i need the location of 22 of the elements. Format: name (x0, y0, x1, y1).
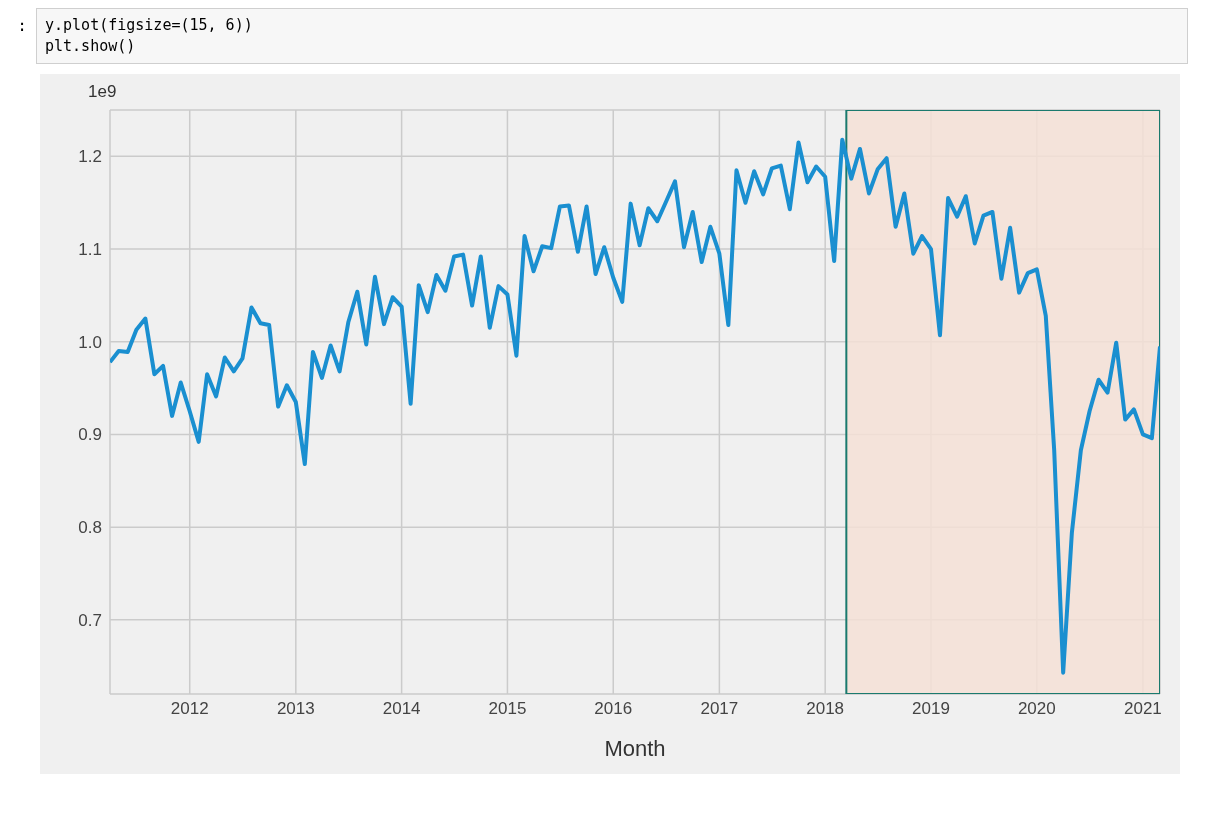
text: y.plot(figsize=(15, 6)) (45, 15, 254, 36)
x-tick-label: 2012 (170, 699, 209, 719)
text: plt.show() (45, 36, 137, 57)
y-tick-label: 1.0 (78, 332, 102, 352)
x-tick-label: 2019 (912, 699, 950, 719)
x-tick-label: 2018 (806, 699, 845, 719)
y-tick-label: 1.2 (78, 147, 102, 167)
y-tick-label: 0.8 (78, 518, 102, 538)
y-tick-label: 0.9 (78, 425, 102, 445)
x-tick-label: 2016 (594, 699, 633, 719)
x-tick-label: 2015 (488, 699, 527, 719)
y-tick-label: 1.1 (78, 240, 102, 260)
x-tick-label: 2021 (1123, 699, 1162, 719)
x-tick-label: 2013 (276, 699, 315, 719)
line-series (110, 137, 1160, 675)
x-tick-label: 2017 (700, 699, 739, 719)
text: 1e9 (88, 82, 117, 102)
text: : (16, 15, 28, 35)
y-tick-label: 0.7 (78, 610, 102, 630)
x-tick-label: 2014 (382, 699, 421, 719)
x-axis-title: Month (604, 736, 666, 761)
x-tick-label: 2020 (1017, 699, 1056, 719)
